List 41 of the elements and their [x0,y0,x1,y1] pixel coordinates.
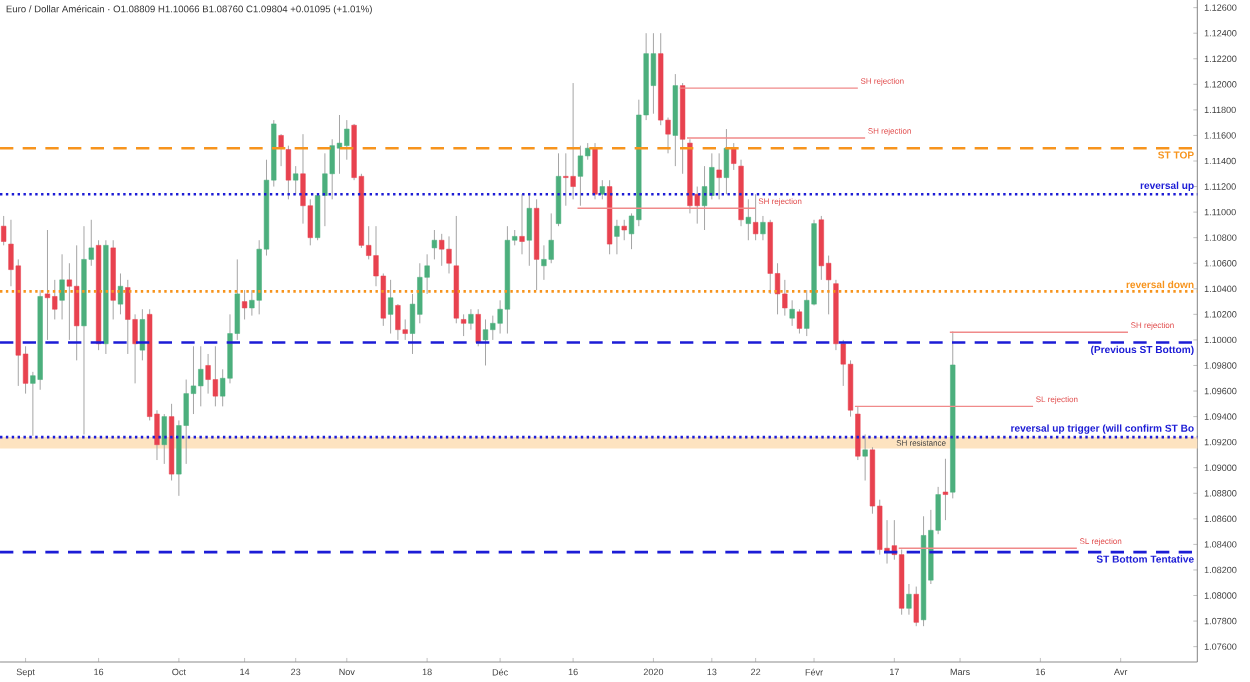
candlestick [468,308,474,331]
candlestick [753,193,759,241]
candlestick [789,299,795,327]
candlestick [293,165,299,195]
candlestick [74,244,80,361]
candlestick [482,319,489,366]
candlestick [519,193,525,255]
candlestick [395,303,401,341]
candlestick [198,345,204,407]
candlestick [461,313,467,337]
candlestick [336,114,343,175]
candlestick [541,244,547,281]
candlestick [161,413,167,465]
candlestick [818,215,824,281]
candlestick [621,219,627,241]
candlestick [475,308,481,347]
candlestick [862,434,868,481]
candlestick [906,583,912,616]
candlestick [723,128,730,195]
candlestick [563,152,569,207]
candlestick [59,253,65,320]
candlestick [212,345,218,407]
candlestick [760,215,766,241]
candlestick [592,142,598,200]
candlestick [431,229,438,260]
candlestick [716,152,722,200]
candlestick [650,32,657,115]
candlestick [439,233,445,267]
candlestick [526,193,532,267]
candlestick [241,289,248,320]
candlestick [388,279,394,334]
candlestick [570,82,576,200]
candlestick [913,586,919,627]
candlestick [796,308,803,334]
candlestick [555,152,562,227]
candlestick [614,219,620,255]
candlestick [66,262,72,341]
candlestick [205,353,211,395]
candlestick [599,179,605,200]
candlestick [344,119,350,161]
candlestick [709,152,715,200]
